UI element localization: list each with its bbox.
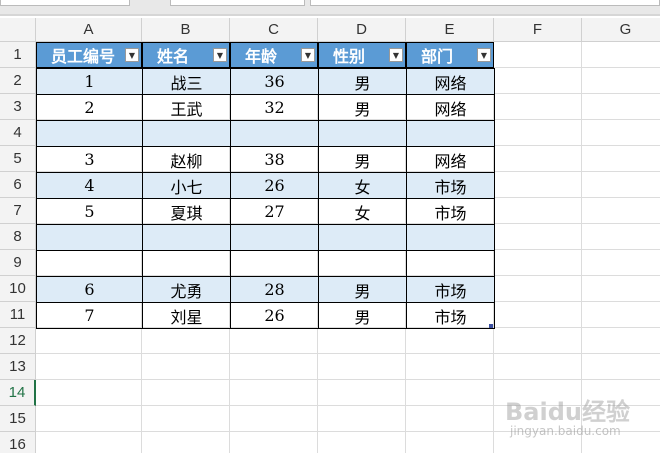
row-header[interactable]: 13: [0, 354, 36, 380]
table-cell[interactable]: 网络: [406, 94, 495, 121]
table-cell[interactable]: 男: [318, 94, 407, 121]
table-header-cell: 姓名: [142, 42, 230, 68]
column-header[interactable]: B: [142, 18, 230, 42]
table-cell[interactable]: [36, 250, 143, 277]
table-cell[interactable]: 3: [36, 146, 143, 173]
table-cell[interactable]: 王武: [142, 94, 231, 121]
gridline: [0, 379, 660, 380]
row-header[interactable]: 4: [0, 120, 36, 146]
table-cell[interactable]: [36, 224, 143, 251]
table-cell[interactable]: [406, 120, 495, 147]
row-header[interactable]: 16: [0, 432, 36, 453]
filter-dropdown[interactable]: ▼: [125, 48, 139, 62]
table-cell[interactable]: [318, 120, 407, 147]
table-cell[interactable]: 市场: [406, 276, 495, 303]
table-cell[interactable]: 女: [318, 172, 407, 199]
table-cell[interactable]: 5: [36, 198, 143, 225]
row-header[interactable]: 8: [0, 224, 36, 250]
table-cell[interactable]: 战三: [142, 68, 231, 95]
gridline: [0, 353, 660, 354]
table-cell[interactable]: 夏琪: [142, 198, 231, 225]
gridline: [0, 223, 660, 224]
table-cell[interactable]: [142, 120, 231, 147]
table-cell[interactable]: 赵柳: [142, 146, 231, 173]
table-cell[interactable]: 男: [318, 146, 407, 173]
watermark-brand: Baidu经验: [505, 398, 630, 426]
gridline: [0, 405, 660, 406]
select-all[interactable]: [0, 18, 36, 42]
column-header[interactable]: D: [318, 18, 406, 42]
formula-tools[interactable]: [170, 0, 305, 6]
table-cell[interactable]: 27: [230, 198, 319, 225]
table-cell[interactable]: 2: [36, 94, 143, 121]
table-cell[interactable]: [230, 120, 319, 147]
table-cell[interactable]: 36: [230, 68, 319, 95]
table-cell[interactable]: [318, 224, 407, 251]
column-header[interactable]: C: [230, 18, 318, 42]
table-cell[interactable]: 26: [230, 172, 319, 199]
table-cell[interactable]: [36, 120, 143, 147]
column-header[interactable]: A: [36, 18, 142, 42]
table-cell[interactable]: [406, 224, 495, 251]
gridline: [0, 275, 660, 276]
table-cell[interactable]: 男: [318, 276, 407, 303]
table-cell[interactable]: 男: [318, 68, 407, 95]
gridline: [0, 119, 660, 120]
table-cell[interactable]: [230, 224, 319, 251]
table-cell[interactable]: [230, 250, 319, 277]
table-cell[interactable]: 26: [230, 302, 319, 329]
row-header[interactable]: 12: [0, 328, 36, 354]
table-cell[interactable]: 7: [36, 302, 143, 329]
row-header[interactable]: 2: [0, 68, 36, 94]
table-header-cell: 员工编号: [36, 42, 142, 68]
table-cell[interactable]: 女: [318, 198, 407, 225]
table-cell[interactable]: 小七: [142, 172, 231, 199]
row-header[interactable]: 10: [0, 276, 36, 302]
table-cell[interactable]: 38: [230, 146, 319, 173]
gridline: [0, 431, 660, 432]
table-cell[interactable]: [142, 250, 231, 277]
table-cell[interactable]: 尤勇: [142, 276, 231, 303]
table-cell[interactable]: 4: [36, 172, 143, 199]
row-header[interactable]: 9: [0, 250, 36, 276]
divider: [0, 14, 660, 16]
gridline: [0, 327, 660, 328]
row-header[interactable]: 11: [0, 302, 36, 328]
filter-dropdown[interactable]: ▼: [477, 48, 491, 62]
table-cell[interactable]: 28: [230, 276, 319, 303]
table-cell[interactable]: 网络: [406, 146, 495, 173]
column-header[interactable]: E: [406, 18, 494, 42]
table-cell[interactable]: 32: [230, 94, 319, 121]
watermark-url: jingyan.baidu.com: [510, 424, 621, 438]
row-header[interactable]: 3: [0, 94, 36, 120]
table-cell[interactable]: 市场: [406, 302, 495, 329]
row-header[interactable]: 14: [0, 380, 36, 406]
table-cell[interactable]: 1: [36, 68, 143, 95]
row-header[interactable]: 15: [0, 406, 36, 432]
row-header[interactable]: 1: [0, 42, 36, 68]
gridline: [0, 171, 660, 172]
table-cell[interactable]: 6: [36, 276, 143, 303]
table-cell[interactable]: [142, 224, 231, 251]
table-cell[interactable]: [406, 250, 495, 277]
table-cell[interactable]: 市场: [406, 198, 495, 225]
row-header[interactable]: 5: [0, 146, 36, 172]
filter-dropdown[interactable]: ▼: [389, 48, 403, 62]
table-cell[interactable]: 刘星: [142, 302, 231, 329]
filter-dropdown[interactable]: ▼: [301, 48, 315, 62]
table-cell[interactable]: 网络: [406, 68, 495, 95]
table-cell[interactable]: 市场: [406, 172, 495, 199]
resize-handle: [489, 324, 493, 328]
column-header[interactable]: F: [494, 18, 582, 42]
row-header[interactable]: 7: [0, 198, 36, 224]
column-header[interactable]: G: [582, 18, 660, 42]
gridline: [581, 18, 582, 453]
name-box[interactable]: [0, 0, 130, 6]
table-cell[interactable]: [318, 250, 407, 277]
table-cell[interactable]: 男: [318, 302, 407, 329]
filter-dropdown[interactable]: ▼: [213, 48, 227, 62]
row-header[interactable]: 6: [0, 172, 36, 198]
